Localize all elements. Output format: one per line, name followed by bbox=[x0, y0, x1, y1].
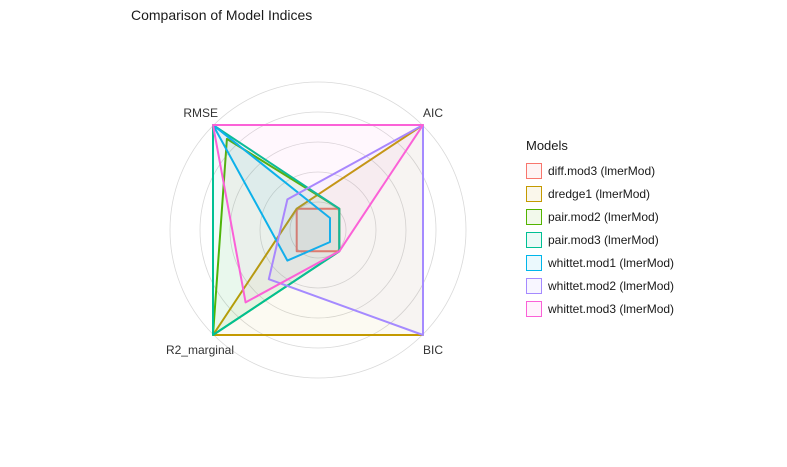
legend-item-4: whittet.mod1 (lmerMod) bbox=[526, 251, 674, 274]
legend-label: whittet.mod1 (lmerMod) bbox=[548, 255, 675, 270]
legend-key bbox=[526, 208, 542, 225]
legend-label: whittet.mod2 (lmerMod) bbox=[548, 278, 675, 293]
grid-ring-0 bbox=[289, 201, 347, 259]
series-line-3 bbox=[212, 124, 341, 336]
legend-item-5: whittet.mod2 (lmerMod) bbox=[526, 274, 674, 297]
grid-ring-2 bbox=[229, 141, 407, 319]
legend-label: pair.mod3 (lmerMod) bbox=[548, 232, 659, 247]
series-line-5 bbox=[267, 124, 424, 336]
legend-key bbox=[526, 185, 542, 202]
axis-label-2: R2_marginal bbox=[166, 343, 234, 357]
legend-label: diff.mod3 (lmerMod) bbox=[548, 163, 656, 178]
legend-key bbox=[526, 162, 542, 179]
legend-label: dredge1 (lmerMod) bbox=[548, 186, 651, 201]
grid-ring-1 bbox=[259, 171, 377, 289]
axis-label-1: BIC bbox=[423, 343, 443, 357]
legend-title: Models bbox=[526, 138, 568, 153]
axis-label-3: RMSE bbox=[183, 106, 218, 120]
legend-item-1: dredge1 (lmerMod) bbox=[526, 182, 674, 205]
legend-item-3: pair.mod3 (lmerMod) bbox=[526, 228, 674, 251]
legend-label: pair.mod2 (lmerMod) bbox=[548, 209, 659, 224]
chart-title: Comparison of Model Indices bbox=[131, 7, 313, 23]
radar-grid bbox=[169, 81, 467, 379]
legend: Models diff.mod3 (lmerMod) dredge1 (lmerM… bbox=[526, 138, 674, 320]
legend-key bbox=[526, 231, 542, 248]
legend-key bbox=[526, 277, 542, 294]
legend-key bbox=[526, 254, 542, 271]
radar-series bbox=[212, 124, 424, 336]
grid-ring-3 bbox=[199, 111, 437, 349]
series-line-4 bbox=[212, 124, 331, 262]
legend-key bbox=[526, 300, 542, 317]
grid-ring-4 bbox=[169, 81, 467, 379]
legend-label: whittet.mod3 (lmerMod) bbox=[548, 301, 675, 316]
axis-labels: AIC BIC R2_marginal RMSE bbox=[166, 106, 443, 357]
series-line-6 bbox=[212, 124, 424, 304]
legend-item-2: pair.mod2 (lmerMod) bbox=[526, 205, 674, 228]
legend-item-6: whittet.mod3 (lmerMod) bbox=[526, 297, 674, 320]
axis-label-0: AIC bbox=[423, 106, 443, 120]
legend-item-0: diff.mod3 (lmerMod) bbox=[526, 159, 674, 182]
